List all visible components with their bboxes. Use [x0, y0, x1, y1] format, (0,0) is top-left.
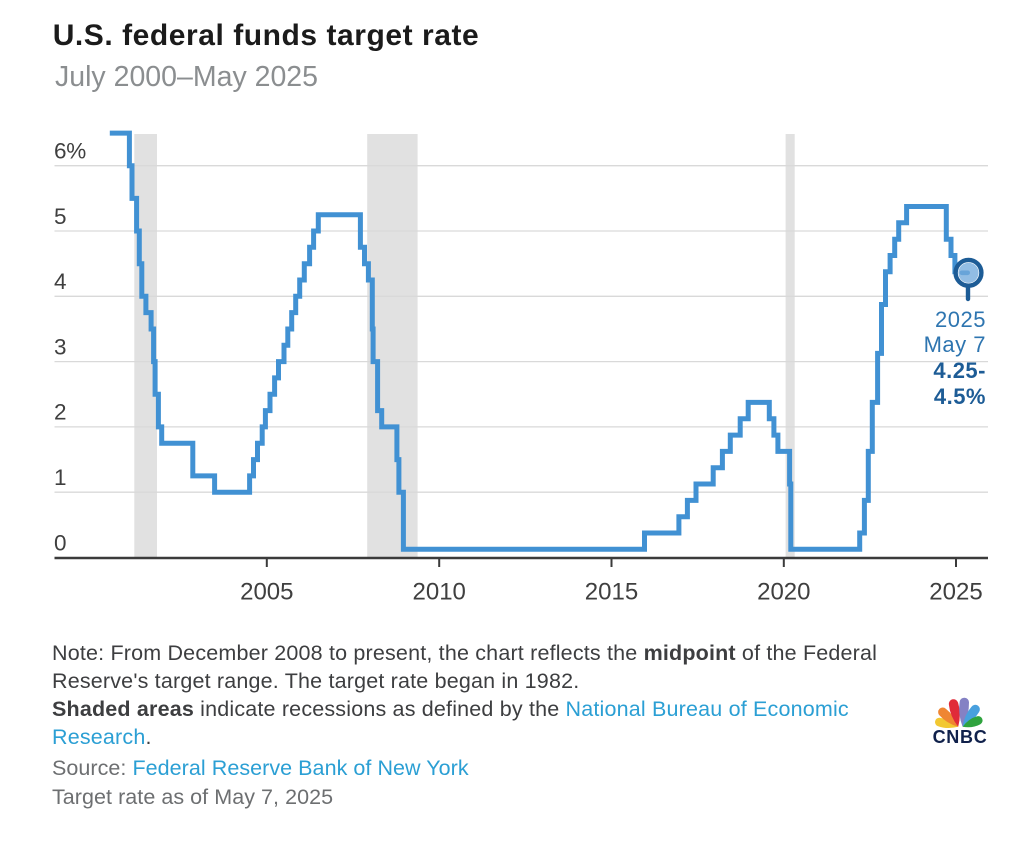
svg-text:1: 1 — [54, 465, 67, 490]
svg-text:5: 5 — [54, 204, 67, 229]
svg-text:0: 0 — [54, 530, 67, 555]
svg-text:2005: 2005 — [240, 579, 293, 606]
svg-text:6%: 6% — [54, 139, 86, 164]
svg-text:2025: 2025 — [929, 579, 982, 606]
svg-text:3: 3 — [54, 334, 67, 359]
svg-text:2015: 2015 — [585, 579, 638, 606]
svg-text:2: 2 — [54, 400, 67, 425]
svg-text:2020: 2020 — [757, 579, 810, 606]
svg-text:4: 4 — [54, 269, 67, 294]
svg-text:2010: 2010 — [413, 579, 466, 606]
